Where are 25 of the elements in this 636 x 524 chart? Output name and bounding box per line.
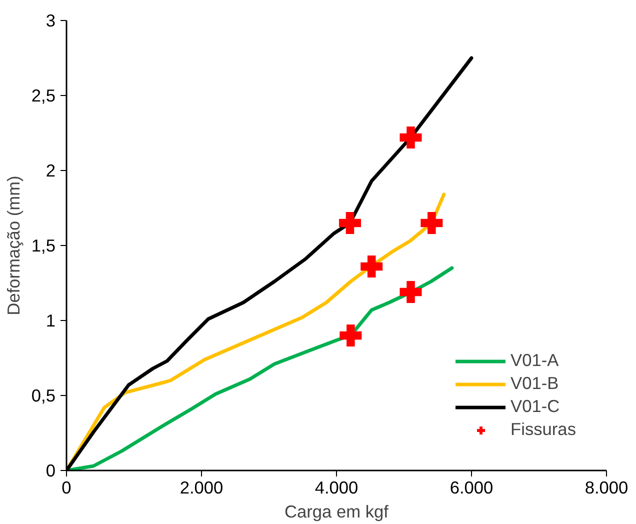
x-tick-label: 8.000 <box>584 478 628 498</box>
point <box>340 324 362 346</box>
line-series <box>66 266 454 470</box>
legend-label: V01-C <box>510 396 560 417</box>
x-axis-title: Carga em kgf <box>284 502 389 522</box>
point <box>420 212 443 234</box>
y-axis-title: Deformação (mm) <box>3 176 24 316</box>
x-tick-label: 6.000 <box>450 478 494 498</box>
y-tick-label: 3 <box>46 10 56 30</box>
y-tick-label: 0 <box>46 460 56 480</box>
x-tick-label: 4.000 <box>314 478 358 498</box>
point <box>400 281 422 303</box>
y-tick-label: 2 <box>46 160 56 180</box>
point <box>339 212 361 234</box>
y-tick-label: 1 <box>46 310 56 330</box>
point <box>400 126 422 148</box>
x-tick-label: 2.000 <box>180 478 224 498</box>
legend-label: Fissuras <box>510 419 576 440</box>
y-tick-label: 1,5 <box>31 236 56 256</box>
y-tick-label: 0,5 <box>31 386 56 406</box>
legend-label: V01-A <box>510 350 559 371</box>
y-tick-label: 2,5 <box>31 86 56 106</box>
x-tick-label: 0 <box>62 478 72 498</box>
legend-label: V01-B <box>510 373 559 394</box>
point <box>360 256 383 278</box>
